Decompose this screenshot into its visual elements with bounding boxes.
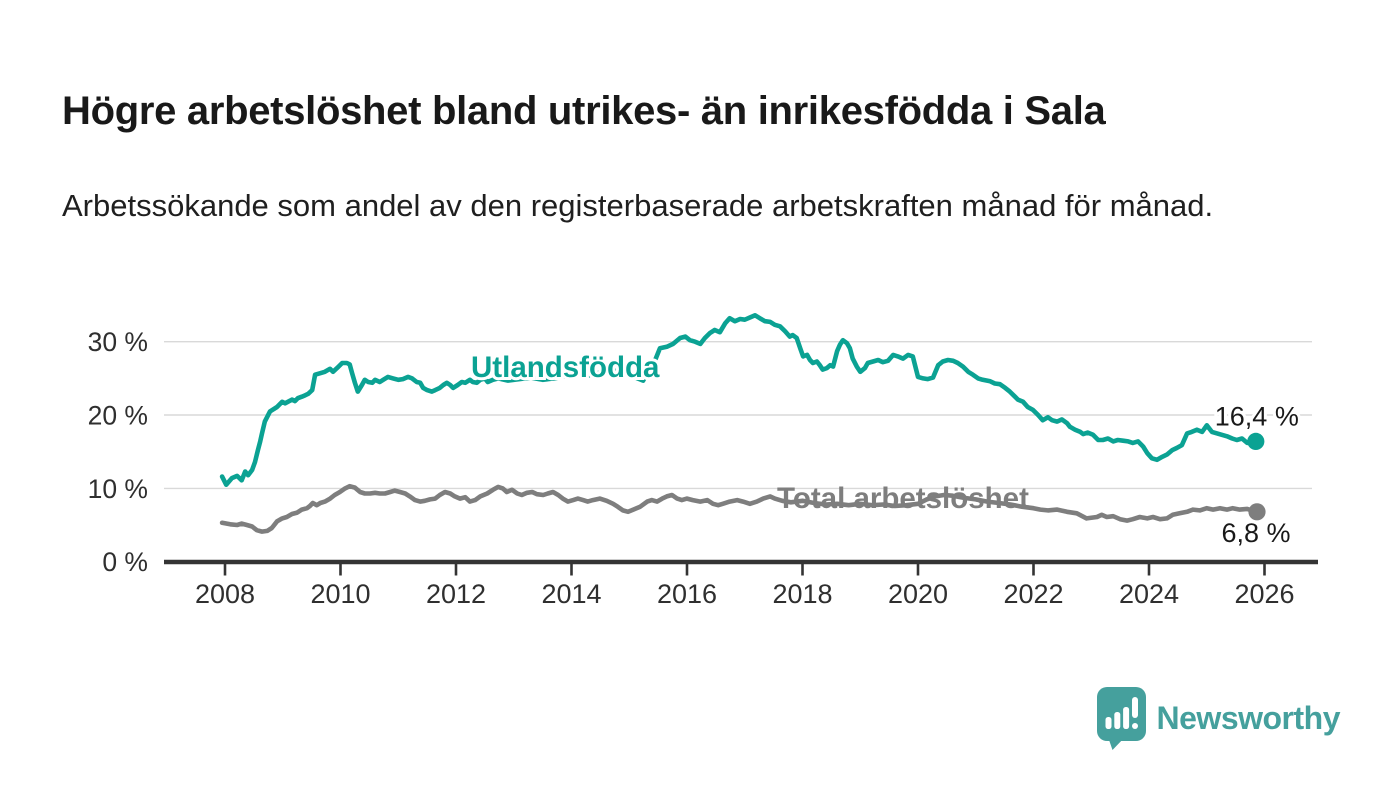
y-tick-label: 20 % <box>88 401 148 431</box>
series-label-utlandsfodda: Utlandsfödda <box>471 351 660 384</box>
series-end-dot-total <box>1248 503 1266 521</box>
x-tick-label: 2024 <box>1119 579 1179 609</box>
end-value-annotation-total: 6,8 % <box>1221 518 1290 548</box>
series-label-total: Total arbetslöshet <box>777 482 1029 515</box>
newsworthy-logo: Newsworthy <box>1096 687 1341 750</box>
series-line-utlandsfodda <box>219 312 1259 488</box>
x-tick-label: 2010 <box>310 579 370 609</box>
y-tick-label: 30 % <box>88 327 148 357</box>
page-subtitle: Arbetssökande som andel av den registerb… <box>62 188 1214 223</box>
x-tick-label: 2008 <box>195 579 255 609</box>
x-tick-label: 2018 <box>772 579 832 609</box>
y-tick-label: 0 % <box>102 547 148 577</box>
x-tick-label: 2016 <box>657 579 717 609</box>
x-tick-label: 2020 <box>888 579 948 609</box>
logo-barchart-glyph <box>1105 697 1138 729</box>
page-title: Högre arbetslöshet bland utrikes- än inr… <box>62 88 1106 133</box>
newsworthy-logo-text: Newsworthy <box>1156 700 1341 736</box>
logo-bubble <box>1096 687 1146 750</box>
x-tick-label: 2026 <box>1234 579 1294 609</box>
end-value-annotation-utlandsfodda: 16,4 % <box>1215 401 1299 431</box>
x-tick-label: 2014 <box>541 579 601 609</box>
x-tick-label: 2022 <box>1003 579 1063 609</box>
series-end-dot-utlandsfodda <box>1247 432 1265 450</box>
x-tick-label: 2012 <box>426 579 486 609</box>
y-tick-label: 10 % <box>88 474 148 504</box>
series-line-total <box>219 483 1260 534</box>
newsworthy-speech-bubble-barchart-icon <box>1096 687 1146 750</box>
